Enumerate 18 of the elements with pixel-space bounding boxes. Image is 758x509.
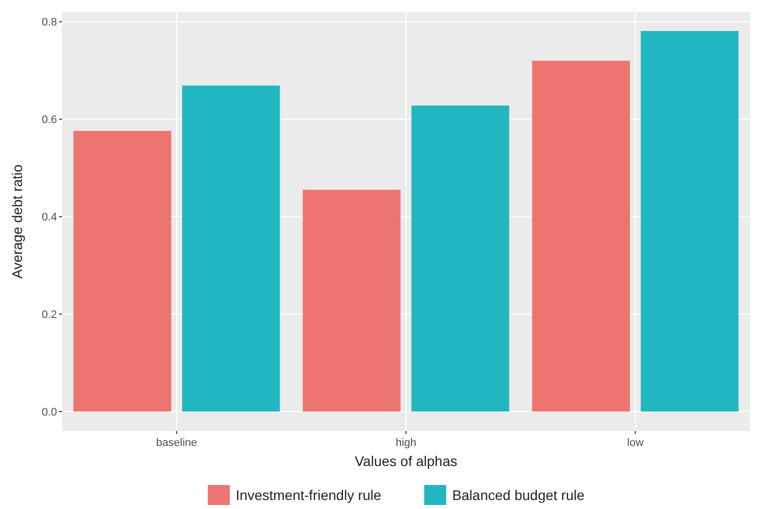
bar	[73, 130, 172, 412]
x-tick-label: low	[627, 437, 644, 449]
y-tick-label: 0.6	[42, 114, 57, 126]
y-axis-title: Average debt ratio	[9, 164, 25, 279]
y-tick-label: 0.4	[42, 211, 57, 224]
y-tick-label: 0.8	[42, 16, 57, 29]
legend-label: Balanced budget rule	[452, 486, 585, 503]
y-tick-label: 0.0	[42, 406, 57, 418]
legend-label: Investment-friendly rule	[236, 486, 382, 503]
x-axis-title: Values of alphas	[354, 453, 458, 469]
bar	[640, 31, 739, 412]
bar	[302, 190, 401, 412]
y-tick-label: 0.2	[42, 308, 57, 321]
x-tick-label: high	[396, 437, 416, 449]
x-tick-label: baseline	[156, 437, 198, 449]
bar	[182, 86, 280, 412]
bar	[411, 106, 510, 412]
bar	[532, 60, 630, 412]
